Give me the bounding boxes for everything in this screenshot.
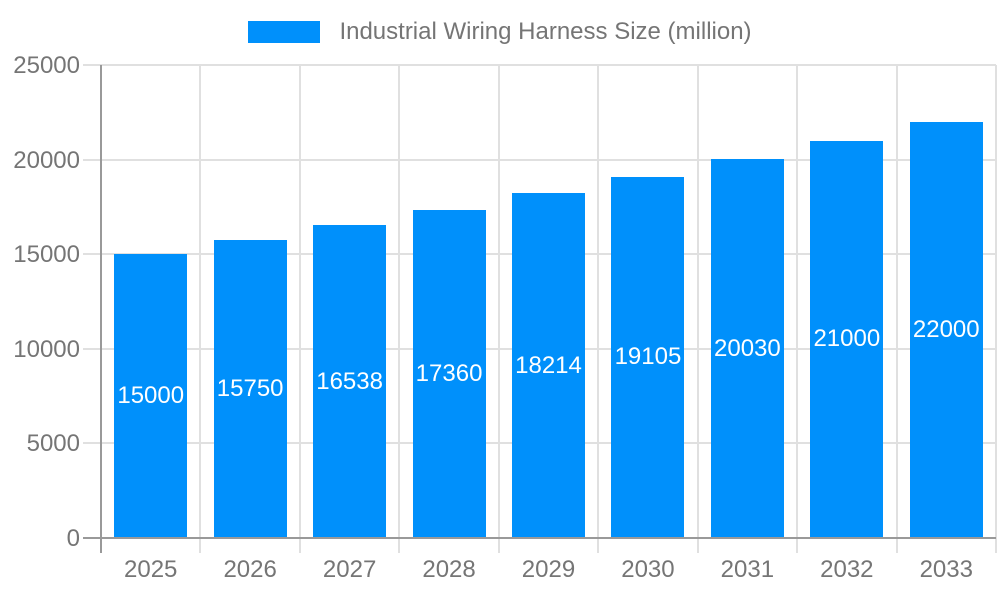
y-axis-tick-label: 25000 — [13, 52, 80, 79]
y-axis-tick-label: 5000 — [26, 430, 80, 458]
x-axis-tick-label: 2028 — [422, 556, 476, 583]
bar-2025[interactable]: 15000 — [114, 254, 188, 538]
y-axis-tick-label: 15000 — [13, 241, 80, 269]
x-axis-tick-label: 2031 — [720, 556, 775, 583]
x-axis-tick-label: 2027 — [322, 556, 377, 583]
y-axis-line — [100, 65, 102, 553]
x-axis-tick-label: 2030 — [621, 556, 675, 583]
x-axis-tick-label: 2026 — [223, 556, 277, 583]
x-axis-line — [83, 537, 996, 539]
bar-value-label: 15000 — [117, 382, 185, 410]
y-axis-tick-label: 0 — [66, 525, 80, 552]
bar-2026[interactable]: 15750 — [213, 240, 287, 538]
x-gridline — [398, 65, 401, 553]
bar-value-label: 19105 — [614, 343, 682, 371]
legend-label: Industrial Wiring Harness Size (million) — [339, 18, 752, 45]
y-axis-tick-label: 10000 — [13, 335, 80, 363]
x-gridline — [298, 65, 301, 553]
bar-2031[interactable]: 20030 — [710, 159, 784, 538]
bar-value-label: 20030 — [714, 334, 781, 362]
bar-2029[interactable]: 18214 — [512, 193, 585, 538]
bar-value-label: 15750 — [216, 374, 284, 402]
y-gridline — [83, 158, 996, 161]
x-gridline — [895, 65, 898, 553]
y-axis-tick-label: 20000 — [13, 146, 80, 174]
bar-2027[interactable]: 16538 — [313, 225, 387, 538]
bar-2030[interactable]: 19105 — [611, 176, 685, 538]
bar-2032[interactable]: 21000 — [810, 140, 884, 538]
bar-value-label: 16538 — [316, 367, 383, 395]
bar-value-label: 17360 — [415, 359, 483, 387]
x-gridline — [796, 65, 799, 553]
x-gridline — [995, 65, 997, 553]
x-axis-tick-label: 2029 — [521, 556, 576, 583]
bar-value-label: 21000 — [813, 325, 881, 353]
legend[interactable]: Industrial Wiring Harness Size (million) — [0, 18, 1000, 45]
legend-marker-swatch — [248, 21, 321, 43]
x-axis-tick-label: 2032 — [820, 556, 874, 583]
x-gridline — [497, 65, 500, 553]
bar-value-label: 22000 — [912, 315, 980, 343]
x-axis-tick-label: 2033 — [919, 556, 973, 583]
x-axis-tick-label: 2025 — [124, 556, 178, 583]
x-gridline — [696, 65, 699, 553]
bar-value-label: 18214 — [515, 351, 582, 379]
x-gridline — [597, 65, 600, 553]
bar-2028[interactable]: 17360 — [412, 209, 486, 538]
x-gridline — [199, 65, 202, 553]
y-gridline — [83, 64, 996, 66]
bar-2033[interactable]: 22000 — [909, 121, 983, 538]
